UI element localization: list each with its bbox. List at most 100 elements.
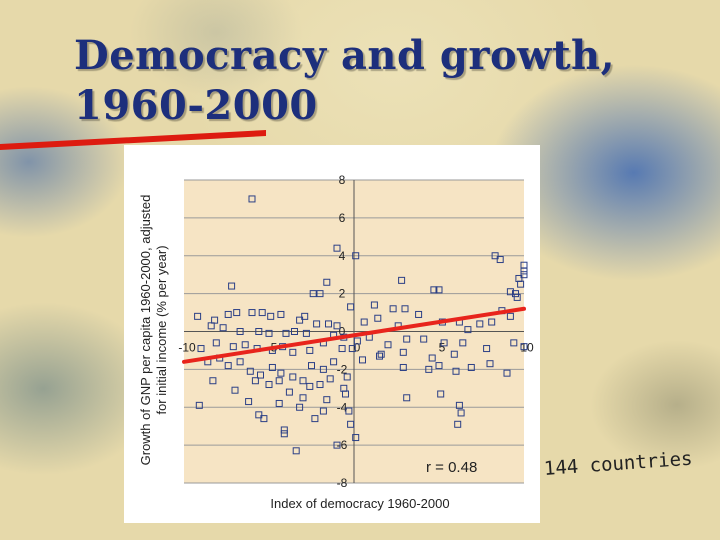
data-point-92	[289, 373, 297, 381]
title-underline-stroke	[0, 130, 266, 150]
y-tick-label-0: -8	[337, 476, 348, 490]
data-point-79	[348, 345, 356, 353]
data-point-52	[265, 329, 273, 337]
data-point-68	[197, 345, 205, 353]
data-point-98	[359, 356, 366, 364]
data-point-55	[302, 329, 310, 337]
data-point-115	[399, 363, 407, 371]
data-point-47	[506, 312, 514, 320]
data-point-112	[467, 363, 475, 371]
y-axis-label-line-1: Growth of GNP per capita 1960-2000, adju…	[138, 195, 153, 466]
data-point-122	[342, 390, 349, 398]
data-point-97	[343, 373, 351, 381]
data-point-53	[282, 329, 290, 337]
data-point-130	[437, 390, 445, 398]
data-point-3	[398, 276, 406, 284]
data-point-110	[435, 362, 443, 370]
data-point-1	[333, 244, 341, 252]
data-point-45	[488, 318, 496, 326]
data-point-64	[459, 339, 467, 347]
data-point-15	[401, 305, 409, 313]
y-tick-label-8: 8	[339, 173, 346, 187]
y-axis-label-line-2: for initial income (% per year)	[154, 245, 169, 414]
data-point-7	[496, 256, 504, 264]
data-point-29	[258, 309, 266, 317]
x-axis-label: Index of democracy 1960-2000	[270, 496, 449, 511]
data-point-35	[325, 320, 332, 328]
data-point-13	[370, 301, 378, 309]
slide-title-line-1: Democracy and growth,	[74, 32, 616, 79]
data-point-69	[212, 339, 220, 347]
data-point-43	[464, 326, 472, 334]
data-point-136	[352, 434, 360, 442]
x-tick-label-3: 5	[439, 341, 446, 355]
data-point-50	[236, 328, 244, 335]
data-point-6	[491, 252, 499, 260]
data-point-75	[289, 348, 297, 356]
slide-title-line-2: 1960-2000	[74, 82, 318, 129]
data-point-33	[301, 312, 309, 320]
y-tick-label-6: 4	[339, 249, 346, 263]
data-point-51	[255, 328, 263, 335]
data-point-124	[195, 401, 203, 409]
data-point-101	[265, 381, 273, 389]
data-point-78	[338, 345, 346, 353]
data-point-0	[248, 195, 256, 203]
data-point-23	[520, 271, 528, 279]
data-point-127	[311, 415, 319, 423]
x-tick-label-0: -10	[178, 341, 196, 355]
data-point-38	[374, 314, 382, 322]
data-point-93	[299, 377, 307, 385]
data-point-62	[420, 335, 428, 343]
data-point-89	[257, 371, 264, 379]
y-tick-label-3: -2	[337, 362, 348, 376]
data-point-12	[347, 303, 355, 311]
data-point-107	[326, 375, 334, 383]
data-point-8	[228, 282, 236, 290]
data-point-61	[403, 335, 411, 343]
data-point-106	[316, 381, 324, 389]
data-point-120	[296, 403, 304, 411]
data-point-94	[308, 362, 315, 370]
data-point-4	[430, 286, 438, 294]
data-point-16	[506, 288, 514, 296]
data-point-91	[277, 369, 285, 377]
data-point-117	[231, 386, 239, 394]
y-tick-label-7: 6	[339, 211, 346, 225]
y-tick-label-2: -4	[337, 400, 348, 414]
data-point-37	[360, 318, 368, 326]
data-point-71	[241, 341, 249, 349]
data-point-113	[486, 360, 494, 368]
data-point-36	[333, 322, 341, 330]
data-point-90	[268, 363, 276, 371]
data-point-121	[323, 396, 331, 404]
data-point-2	[352, 252, 360, 260]
data-point-76	[306, 346, 314, 354]
data-point-125	[245, 398, 253, 406]
data-point-118	[255, 411, 263, 419]
y-tick-label-4: 0	[339, 325, 346, 339]
data-point-138	[347, 420, 355, 428]
data-point-70	[229, 343, 237, 351]
axes	[184, 180, 524, 483]
y-tick-label-1: -6	[337, 438, 348, 452]
data-point-5	[435, 286, 443, 294]
data-point-81	[399, 348, 407, 356]
data-point-67	[520, 343, 528, 351]
data-point-134	[280, 430, 288, 438]
data-point-65	[483, 345, 491, 353]
data-point-103	[285, 388, 293, 396]
data-point-135	[292, 447, 300, 455]
data-point-26	[224, 310, 232, 318]
data-point-131	[455, 401, 463, 409]
data-point-128	[345, 407, 353, 415]
data-point-102	[275, 377, 283, 385]
data-point-139	[260, 415, 268, 423]
data-point-11	[323, 278, 331, 286]
data-point-116	[209, 377, 217, 385]
data-point-96	[330, 358, 338, 366]
data-point-27	[233, 309, 241, 317]
data-point-54	[291, 328, 298, 335]
data-point-83	[450, 350, 458, 358]
